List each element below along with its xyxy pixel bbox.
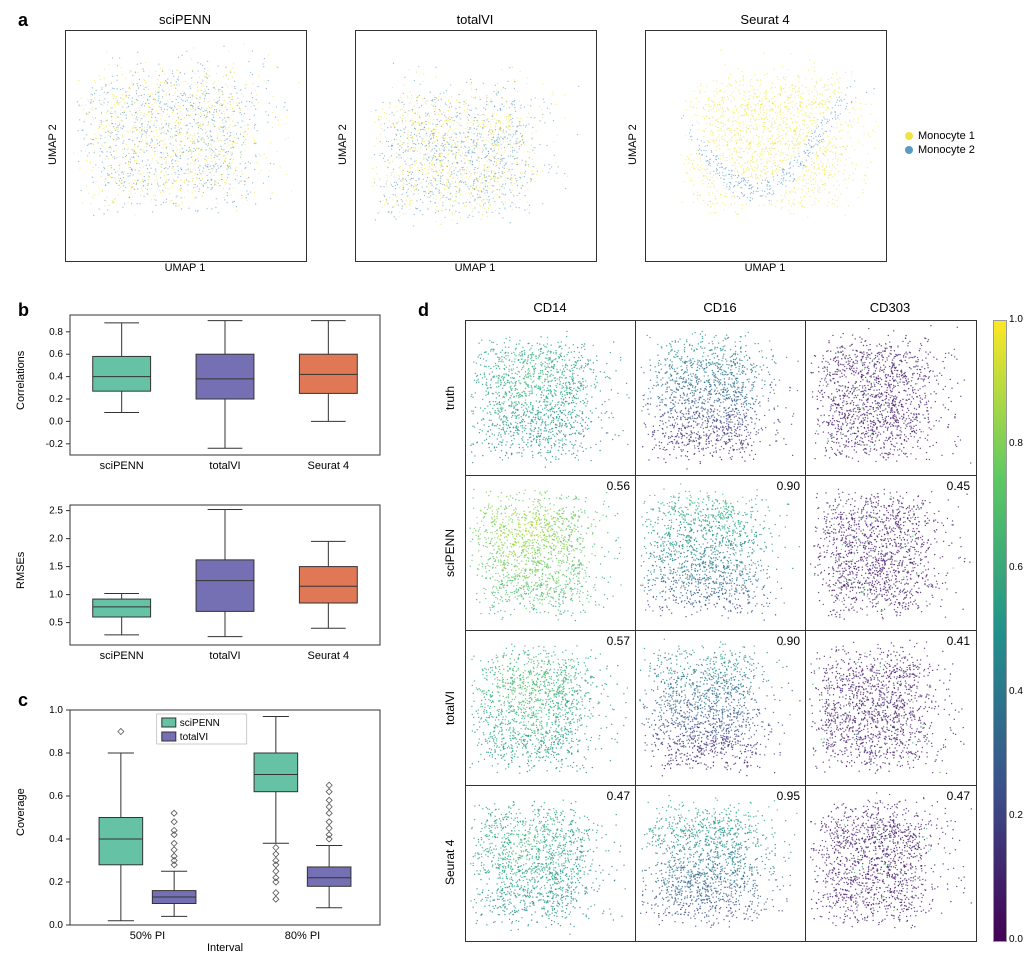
colorbar-tick: 0.8 <box>1009 438 1023 449</box>
colorbar-tick: 0.0 <box>1009 934 1023 945</box>
legend-item: Monocyte 1 <box>905 130 975 142</box>
correlation-value: 0.56 <box>607 479 630 493</box>
correlation-value: 0.57 <box>607 634 630 648</box>
umap-plot <box>65 30 307 262</box>
umap-xlabel: UMAP 1 <box>65 262 305 274</box>
umap-ylabel: UMAP 2 <box>337 30 349 260</box>
grid-row-title: sciPENN <box>443 475 457 630</box>
coverage-ylabel: Coverage <box>15 705 27 920</box>
grid-row-title: truth <box>443 320 457 475</box>
correlation-value: 0.90 <box>777 479 800 493</box>
correlation-value: 0.45 <box>947 479 970 493</box>
correlation-value: 0.41 <box>947 634 970 648</box>
legend-label: Monocyte 1 <box>918 130 975 142</box>
expression-plot: 0.95 <box>635 785 807 942</box>
umap-legend: Monocyte 1 Monocyte 2 <box>905 130 975 158</box>
umap-title: Seurat 4 <box>645 12 885 27</box>
colorbar <box>993 320 1007 942</box>
colorbar-tick: 0.2 <box>1009 810 1023 821</box>
expression-plot: 0.90 <box>635 475 807 632</box>
colorbar-tick: 1.0 <box>1009 314 1023 325</box>
boxplot-ylabel: Correlations <box>15 310 27 450</box>
coverage-xlabel: Interval <box>70 942 380 954</box>
expression-plot: 0.90 <box>635 630 807 787</box>
grid-col-title: CD303 <box>805 300 975 315</box>
expression-plot <box>805 320 977 477</box>
umap-plot <box>645 30 887 262</box>
umap-ylabel: UMAP 2 <box>47 30 59 260</box>
grid-row-title: Seurat 4 <box>443 785 457 940</box>
umap-title: totalVI <box>355 12 595 27</box>
correlation-value: 0.95 <box>777 789 800 803</box>
grid-col-title: CD14 <box>465 300 635 315</box>
boxplot: -0.20.00.20.40.60.8sciPENNtotalVISeurat … <box>30 310 390 485</box>
umap-xlabel: UMAP 1 <box>355 262 595 274</box>
umap-title: sciPENN <box>65 12 305 27</box>
expression-plot <box>465 320 637 477</box>
expression-plot: 0.45 <box>805 475 977 632</box>
grid-col-title: CD16 <box>635 300 805 315</box>
expression-plot: 0.56 <box>465 475 637 632</box>
correlation-value: 0.47 <box>947 789 970 803</box>
boxplot-ylabel: RMSEs <box>15 500 27 640</box>
correlation-value: 0.90 <box>777 634 800 648</box>
colorbar-tick: 0.4 <box>1009 686 1023 697</box>
expression-plot: 0.57 <box>465 630 637 787</box>
boxplot: 0.51.01.52.02.5sciPENNtotalVISeurat 4 <box>30 500 390 675</box>
correlation-value: 0.47 <box>607 789 630 803</box>
umap-plot <box>355 30 597 262</box>
expression-plot: 0.41 <box>805 630 977 787</box>
expression-plot: 0.47 <box>465 785 637 942</box>
umap-ylabel: UMAP 2 <box>627 30 639 260</box>
expression-plot: 0.47 <box>805 785 977 942</box>
coverage-boxplot: 0.00.20.40.60.81.050% PI80% PIsciPENNtot… <box>30 705 390 965</box>
grid-row-title: totalVI <box>443 630 457 785</box>
legend-label: Monocyte 2 <box>918 144 975 156</box>
expression-plot <box>635 320 807 477</box>
legend-dot <box>905 132 913 140</box>
colorbar-tick: 0.6 <box>1009 562 1023 573</box>
legend-dot <box>905 146 913 154</box>
panel-label-d: d <box>418 300 429 321</box>
legend-item: Monocyte 2 <box>905 144 975 156</box>
umap-xlabel: UMAP 1 <box>645 262 885 274</box>
panel-label-a: a <box>18 10 28 31</box>
